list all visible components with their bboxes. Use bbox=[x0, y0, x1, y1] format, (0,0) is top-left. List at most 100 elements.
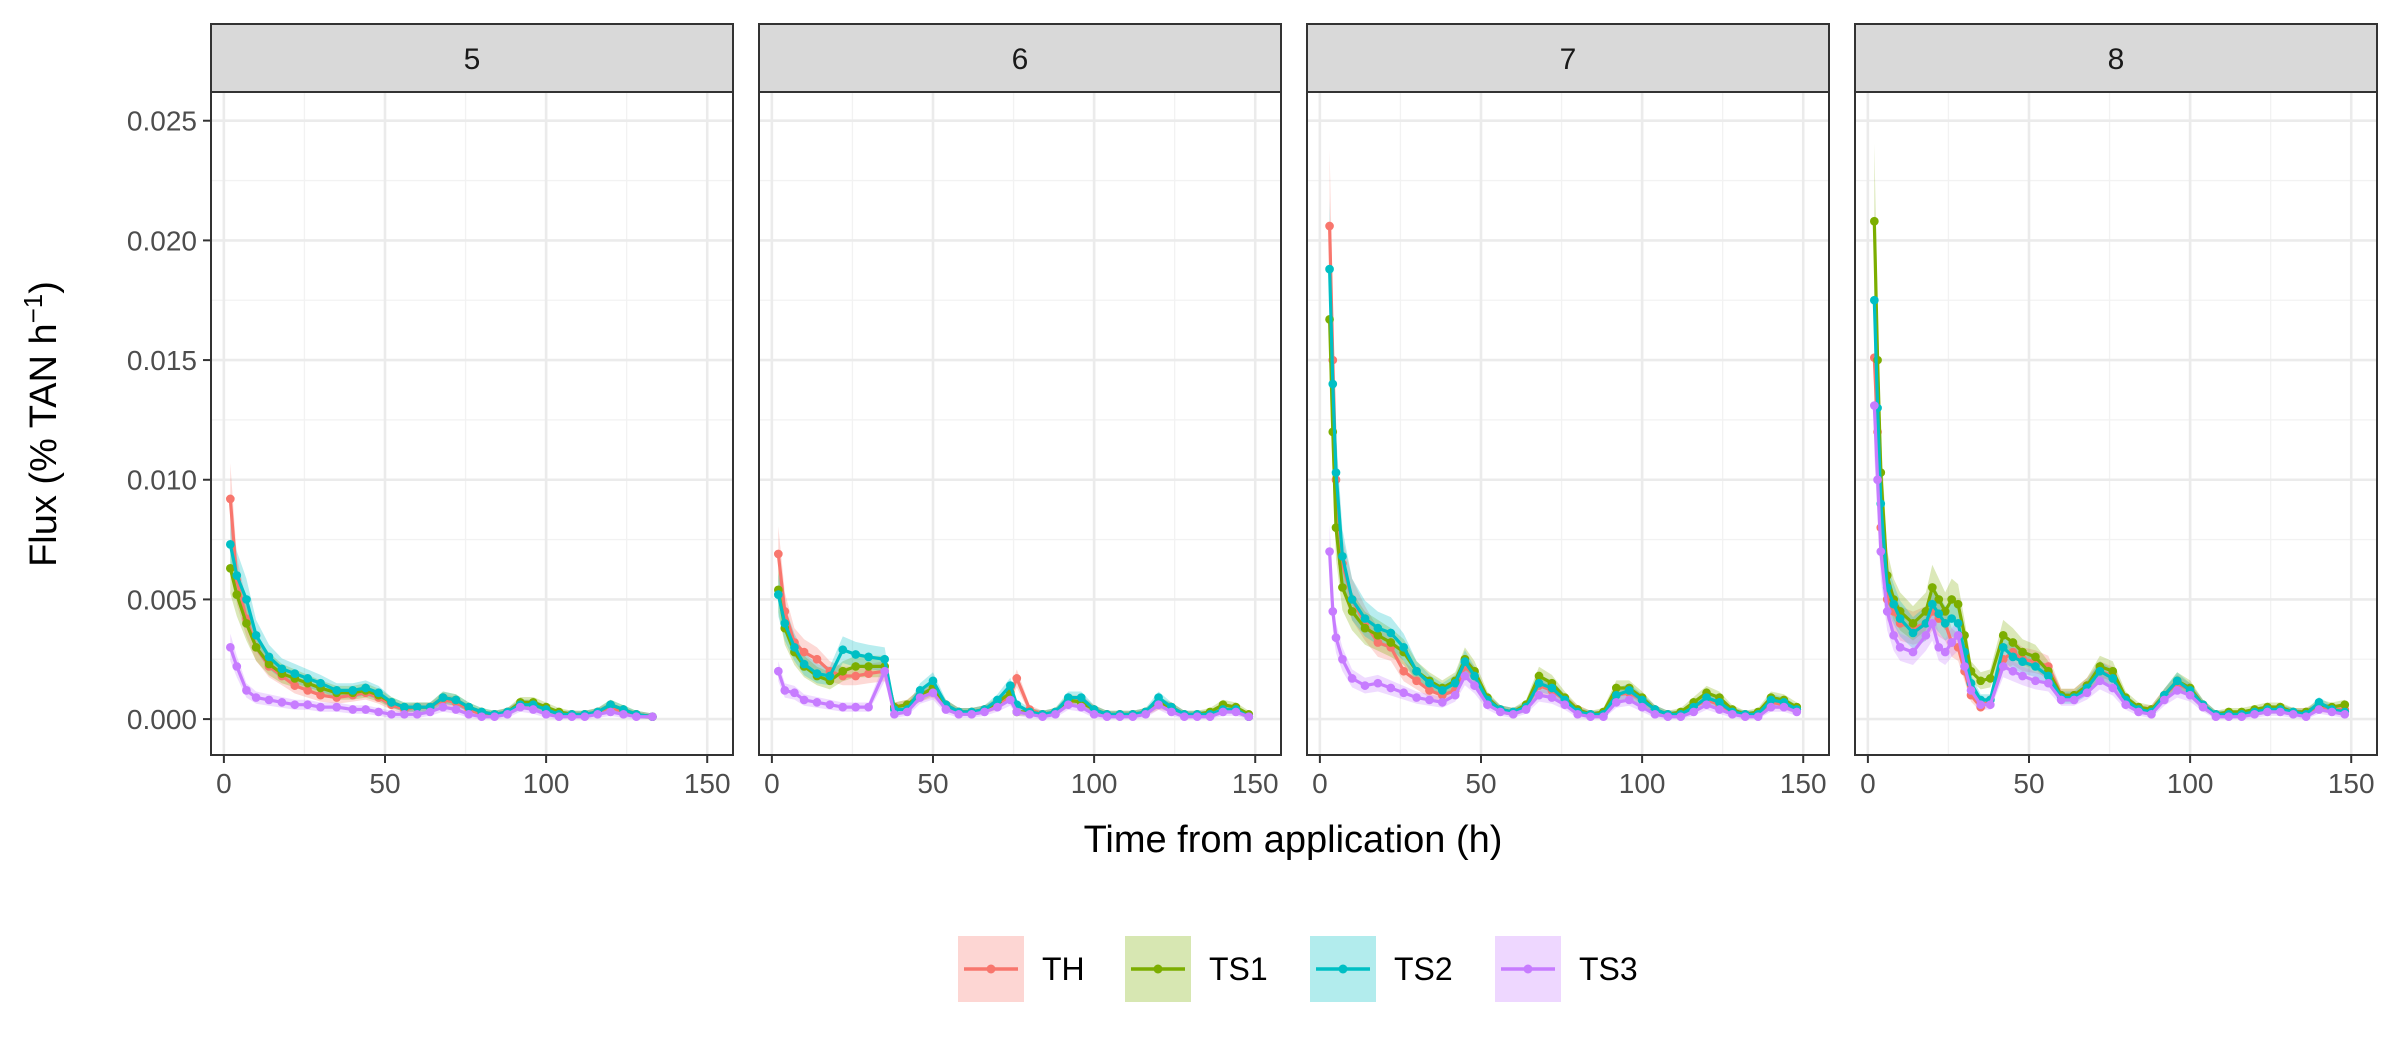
data-point-ts3 bbox=[2121, 700, 2131, 710]
data-point-ts2 bbox=[851, 650, 861, 659]
data-point-ts3 bbox=[1547, 693, 1557, 702]
data-point-ts3 bbox=[1873, 475, 1882, 485]
data-point-ts2 bbox=[2095, 666, 2105, 676]
data-point-ts2 bbox=[799, 659, 809, 669]
data-point-ts3 bbox=[2172, 686, 2182, 695]
facet-strip-label: 5 bbox=[464, 43, 481, 76]
y-tick-label: 0.010 bbox=[127, 465, 197, 496]
data-point-ts3 bbox=[1637, 702, 1647, 712]
data-point-ts2 bbox=[928, 676, 938, 686]
data-point-ts3 bbox=[1740, 712, 1750, 722]
legend: TH TS1 TS2 TS3 bbox=[958, 936, 1638, 1002]
data-point-ts3 bbox=[1895, 642, 1905, 652]
data-point-ts3 bbox=[1869, 401, 1879, 410]
data-point-ts3 bbox=[1089, 709, 1099, 719]
data-point-ts3 bbox=[477, 712, 487, 722]
data-point-ts3 bbox=[1038, 712, 1047, 722]
data-point-ts1 bbox=[251, 642, 261, 652]
data-point-ts3 bbox=[1425, 695, 1434, 705]
data-point-ts2 bbox=[1611, 690, 1621, 700]
data-point-ts2 bbox=[812, 669, 822, 678]
data-point-ts3 bbox=[251, 693, 261, 702]
data-point-ts2 bbox=[1637, 695, 1647, 705]
data-point-ts2 bbox=[1063, 693, 1073, 702]
legend-item-ts3: TS3 bbox=[1495, 936, 1638, 1002]
y-tick-label: 0.005 bbox=[127, 584, 197, 615]
data-point-th bbox=[1373, 638, 1383, 647]
data-point-ts3 bbox=[451, 705, 461, 714]
data-point-ts3 bbox=[1399, 688, 1409, 698]
data-point-ts2 bbox=[387, 697, 396, 707]
x-tick-label: 100 bbox=[1071, 768, 1118, 799]
data-point-ts1 bbox=[1869, 216, 1879, 226]
x-tick-label: 100 bbox=[2167, 768, 2214, 799]
data-point-ts3 bbox=[902, 707, 912, 717]
data-point-ts2 bbox=[1386, 628, 1396, 638]
data-point-ts1 bbox=[2031, 652, 2040, 662]
data-point-ts3 bbox=[1753, 712, 1763, 722]
data-point-ts2 bbox=[993, 695, 1002, 705]
legend-item-ts1: TS1 bbox=[1125, 936, 1268, 1002]
data-point-ts3 bbox=[780, 686, 790, 695]
data-point-ts2 bbox=[264, 652, 274, 662]
x-tick-label: 100 bbox=[1619, 768, 1666, 799]
data-point-ts3 bbox=[825, 700, 835, 710]
data-point-ts3 bbox=[277, 697, 287, 707]
data-point-ts3 bbox=[593, 709, 603, 719]
data-point-ts2 bbox=[1005, 681, 1015, 690]
data-point-ts3 bbox=[2288, 709, 2298, 719]
data-point-ts3 bbox=[2275, 707, 2285, 717]
legend-key-point bbox=[1523, 964, 1533, 974]
data-point-ts2 bbox=[1908, 628, 1918, 638]
data-point-ts3 bbox=[242, 686, 251, 695]
data-point-ts3 bbox=[864, 702, 873, 712]
data-point-ts1 bbox=[1934, 595, 1944, 604]
x-tick-label: 50 bbox=[2013, 768, 2044, 799]
data-point-ts3 bbox=[1102, 712, 1112, 722]
data-point-ts2 bbox=[780, 619, 790, 628]
data-point-ts3 bbox=[1947, 638, 1957, 647]
data-point-ts3 bbox=[1025, 709, 1035, 719]
data-point-ts3 bbox=[399, 709, 409, 719]
data-point-th bbox=[225, 494, 235, 504]
y-axis-title-superscript: −1 bbox=[18, 294, 48, 324]
data-point-ts3 bbox=[1012, 707, 1022, 717]
facet-panel-5: 50 50 100 150 bbox=[210, 23, 734, 799]
x-tick-label: 0 bbox=[764, 768, 780, 799]
data-point-ts2 bbox=[915, 686, 925, 695]
data-point-ts2 bbox=[2018, 657, 2027, 667]
data-point-ts3 bbox=[1450, 690, 1460, 700]
data-point-ts2 bbox=[1889, 599, 1899, 609]
data-point-ts3 bbox=[1460, 671, 1470, 681]
legend-item-ts2: TS2 bbox=[1310, 936, 1453, 1002]
data-point-ts3 bbox=[648, 712, 657, 722]
data-point-ts3 bbox=[1876, 547, 1886, 556]
data-point-ts2 bbox=[1360, 614, 1370, 623]
data-point-ts2 bbox=[464, 702, 474, 712]
data-point-ts3 bbox=[1244, 712, 1254, 722]
series-line-ts1 bbox=[1328, 319, 1798, 716]
data-point-ts2 bbox=[438, 693, 448, 702]
data-point-ts1 bbox=[1347, 607, 1357, 616]
data-point-ts1 bbox=[838, 666, 848, 676]
data-point-ts2 bbox=[451, 695, 461, 705]
data-point-ts3 bbox=[851, 702, 861, 712]
x-axis-title: Time from application (h) bbox=[1084, 819, 1503, 861]
data-point-ts3 bbox=[1167, 707, 1176, 717]
data-point-th bbox=[799, 647, 809, 657]
data-point-ts3 bbox=[1676, 712, 1686, 722]
data-point-th bbox=[1325, 221, 1334, 231]
data-point-ts2 bbox=[1328, 379, 1338, 389]
data-point-ts3 bbox=[2043, 678, 2053, 688]
data-point-ts3 bbox=[1599, 712, 1608, 722]
data-point-ts3 bbox=[2224, 712, 2234, 722]
data-point-th bbox=[316, 690, 325, 700]
data-point-ts3 bbox=[2008, 666, 2018, 676]
data-point-ts3 bbox=[1998, 662, 2008, 671]
data-point-ts3 bbox=[425, 707, 435, 717]
data-point-ts3 bbox=[1650, 709, 1660, 719]
facet-strip bbox=[1854, 23, 2378, 93]
data-point-ts3 bbox=[2237, 712, 2247, 722]
data-point-ts1 bbox=[225, 563, 235, 573]
